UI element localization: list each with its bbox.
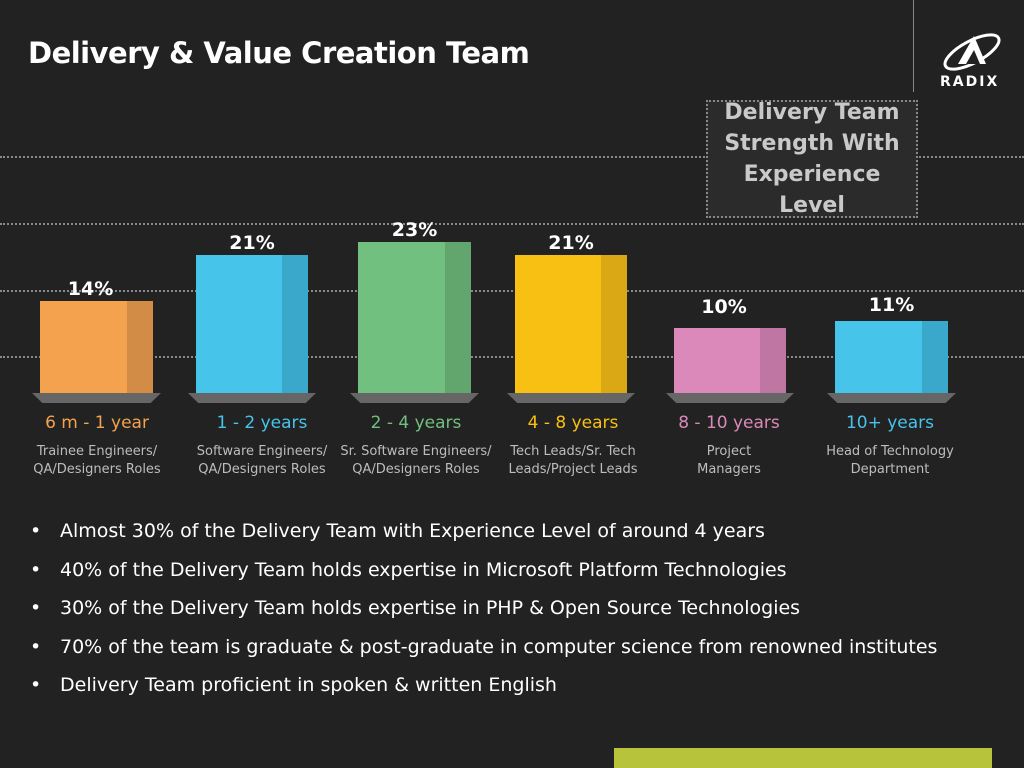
role-line: Tech Leads/Sr. Tech (510, 444, 636, 459)
bar-value-label: 14% (67, 278, 114, 300)
bullet-item: • 30% of the Delivery Team holds expertis… (30, 589, 937, 628)
bullet-list: • Almost 30% of the Delivery Team with Ex… (30, 512, 937, 705)
bar (674, 328, 786, 394)
bullet-dot-icon: • (30, 597, 42, 619)
bullet-text: Delivery Team proficient in spoken & wri… (60, 674, 557, 696)
accent-strip (614, 748, 992, 768)
bar-value-label: 23% (391, 219, 438, 241)
role-label: Software Engineers/QA/Designers Roles (177, 443, 347, 479)
bar-shade (445, 242, 471, 394)
legend-line: Experience Level (743, 162, 881, 218)
role-line: Project (706, 444, 752, 459)
bar (196, 255, 308, 394)
role-line: Managers (697, 462, 761, 477)
role-line: Software Engineers/ (196, 444, 328, 459)
bullet-dot-icon: • (30, 674, 42, 696)
bullet-dot-icon: • (30, 558, 42, 581)
bar-value-label: 10% (701, 296, 747, 318)
bar-base (188, 393, 316, 403)
category-label: 8 - 10 years (678, 413, 780, 433)
role-label: Trainee Engineers/QA/Designers Roles (12, 443, 182, 479)
bar-shade (127, 301, 153, 394)
bar-shade (282, 255, 308, 394)
bar (40, 301, 153, 394)
bar (835, 321, 948, 394)
role-line: Sr. Software Engineers/ (340, 444, 492, 459)
bullet-item: • Delivery Team proficient in spoken & wr… (30, 666, 937, 705)
bullet-item: • 40% of the Delivery Team holds expertis… (30, 551, 937, 590)
bar-base (32, 393, 161, 403)
dotted-divider (0, 156, 1024, 158)
bar (358, 242, 471, 394)
dotted-divider (0, 223, 1024, 225)
bullet-item: • 70% of the team is graduate & post-grad… (30, 628, 937, 667)
bullet-text: 30% of the Delivery Team holds expertise… (60, 597, 801, 619)
logo-wordmark: RADIX (940, 74, 1000, 90)
bar (515, 255, 627, 394)
category-label: 10+ years (845, 413, 935, 433)
bar-shade (760, 328, 786, 394)
bar-base (350, 393, 479, 403)
legend-line: Delivery Team (724, 100, 900, 125)
bar-value-label: 21% (229, 232, 275, 254)
role-line: QA/Designers Roles (33, 462, 161, 477)
dotted-divider (0, 356, 1024, 358)
bullet-text: 40% of the Delivery Team holds expertise… (60, 558, 787, 581)
role-line: QA/Designers Roles (198, 462, 326, 477)
category-label: 2 - 4 years (370, 413, 462, 433)
header-divider (913, 0, 914, 92)
bar-shade (601, 255, 627, 394)
bullet-item: • Almost 30% of the Delivery Team with Ex… (30, 512, 937, 551)
role-label: Project Managers (644, 443, 814, 479)
role-line: QA/Designers Roles (352, 462, 480, 477)
role-label: Sr. Software Engineers/QA/Designers Role… (331, 443, 501, 479)
dotted-divider (0, 290, 1024, 292)
role-label: Head of Technology Department (805, 443, 975, 479)
bullet-text: 70% of the team is graduate & post-gradu… (60, 635, 938, 658)
category-label: 6 m - 1 year (45, 413, 149, 433)
role-line: Department (850, 462, 930, 477)
bar-value-label: 11% (868, 294, 915, 316)
role-line: Head of Technology (826, 444, 954, 459)
legend-box: Delivery Team Strength With Experience L… (706, 100, 918, 218)
legend-line: Strength With (724, 131, 900, 156)
role-line: Trainee Engineers/ (36, 444, 158, 459)
bar-base (666, 393, 794, 403)
bar-value-label: 21% (548, 232, 594, 254)
category-label: 4 - 8 years (527, 413, 619, 433)
bullet-text: Almost 30% of the Delivery Team with Exp… (60, 520, 765, 542)
slide-title: Delivery & Value Creation Team (28, 36, 530, 70)
bullet-dot-icon: • (30, 635, 42, 658)
bar-base (827, 393, 956, 403)
role-line: Leads/Project Leads (508, 462, 638, 477)
bullet-dot-icon: • (30, 520, 42, 542)
category-label: 1 - 2 years (216, 413, 308, 433)
bar-shade (922, 321, 948, 394)
radix-logo-icon (943, 33, 1001, 71)
bar-base (507, 393, 635, 403)
role-label: Tech Leads/Sr. Tech Leads/Project Leads (488, 443, 658, 479)
